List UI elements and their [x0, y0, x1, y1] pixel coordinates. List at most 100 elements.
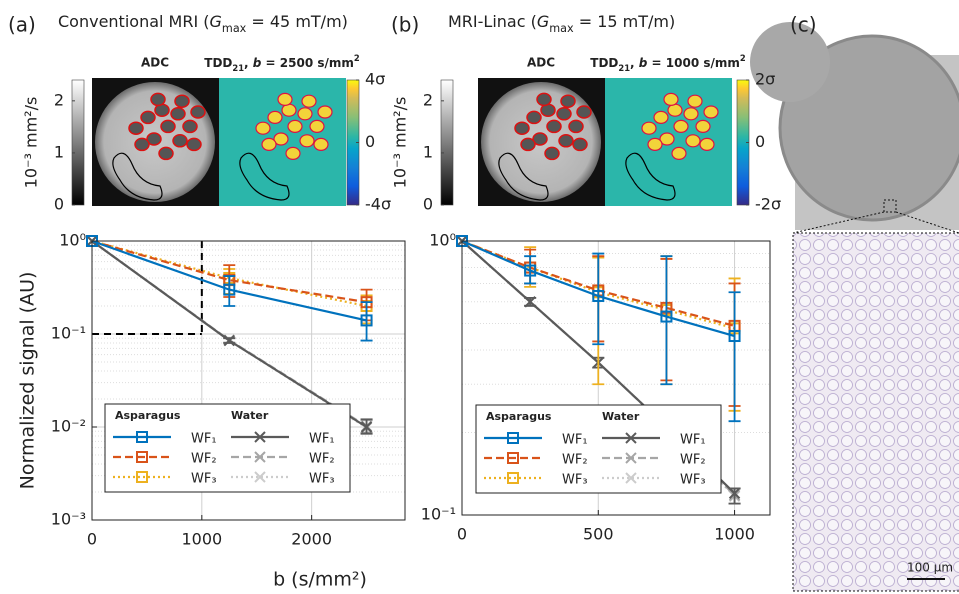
- legend-label: WF₂: [680, 453, 706, 468]
- stem-section: [750, 22, 830, 102]
- title-run: Conventional MRI (: [58, 12, 210, 31]
- error-bar: [728, 291, 741, 423]
- legend-marker: [136, 451, 148, 463]
- image-title-run: = 2500 s/mm: [261, 56, 354, 70]
- adc-region: [190, 105, 206, 119]
- legend: Asparagus Water WF₁ WF₂ WF₃ WF₁ WF₂ WF₃: [104, 403, 351, 493]
- tdd-region: [663, 92, 679, 107]
- colorbar-label: 10⁻³ mm²/s: [391, 97, 410, 189]
- legend: Asparagus Water WF₁ WF₂ WF₃ WF₁ WF₂ WF₃: [475, 404, 722, 494]
- colorbar-tick-label: 2: [423, 90, 433, 109]
- error-bar: [660, 255, 673, 386]
- tdd-region: [667, 103, 683, 117]
- legend-label: WF₂: [191, 452, 217, 467]
- image-title: TDD21, b = 1000 s/mm2: [590, 53, 746, 73]
- adc-region: [572, 137, 588, 152]
- adc-region: [558, 134, 574, 148]
- legend-label: WF₁: [191, 432, 217, 447]
- legend-box: [475, 404, 722, 494]
- legend-marker: [507, 472, 519, 484]
- legend-group-title: Asparagus: [486, 410, 552, 423]
- water-roi: [239, 152, 290, 201]
- marker: [223, 334, 235, 347]
- plot-frame: [91, 240, 406, 521]
- tdd-region: [313, 137, 329, 151]
- stem-section: [778, 34, 959, 222]
- adc-region: [160, 119, 176, 134]
- image-title-run: 2: [354, 53, 360, 63]
- image-title-run: 21: [618, 63, 630, 73]
- colorbar-tick-label: 0: [54, 195, 64, 214]
- colorbar-tick-label: 0: [755, 132, 765, 151]
- legend-box: [104, 403, 351, 493]
- legend-marker: [625, 432, 637, 444]
- marker: [592, 289, 605, 302]
- adc-region: [526, 110, 542, 125]
- adc-region: [182, 119, 198, 134]
- title-run: = 15 mT/m): [574, 12, 676, 31]
- legend-label: WF₃: [309, 472, 335, 487]
- colorbar: [71, 79, 85, 206]
- marker: [223, 283, 236, 296]
- adc-region: [556, 107, 572, 121]
- legend-marker: [507, 432, 519, 444]
- adc-region: [520, 137, 536, 152]
- legend-group-title: Water: [231, 409, 269, 422]
- tdd-region: [317, 105, 333, 119]
- y-tick-label: 10⁻¹: [421, 505, 456, 524]
- legend-label: WF₃: [562, 473, 588, 488]
- colorbar-label: 10⁻³ mm²/s: [22, 97, 41, 189]
- adc-region: [532, 132, 548, 146]
- error-bar: [360, 301, 373, 342]
- panel-label: (c): [790, 13, 817, 37]
- colorbar-tick-label: 1: [423, 142, 433, 161]
- colorbar-tick-label: 1: [54, 142, 64, 161]
- error-bar: [592, 252, 605, 346]
- tdd-region: [309, 119, 325, 134]
- image-title-run: = 1000 s/mm: [647, 56, 740, 70]
- x-tick-label: 1000: [181, 530, 222, 549]
- x-axis-label: b (s/mm²): [273, 569, 367, 591]
- title-run: G: [537, 12, 549, 31]
- adc-region: [576, 105, 592, 119]
- title-run: G: [210, 12, 222, 31]
- title-run: max: [222, 22, 247, 35]
- title-run: max: [549, 22, 574, 35]
- adc-region: [170, 107, 186, 121]
- adc-region: [134, 137, 150, 152]
- adc-region: [186, 137, 202, 152]
- adc-region: [158, 146, 174, 161]
- tdd-region: [659, 132, 675, 146]
- x-tick-label: 500: [583, 525, 614, 544]
- tdd-region: [683, 107, 699, 121]
- marker: [728, 487, 741, 500]
- tdd-region: [287, 119, 303, 134]
- legend-marker: [625, 452, 637, 464]
- marker: [360, 314, 373, 327]
- tdd-region: [671, 146, 687, 160]
- legend-group-title: Asparagus: [115, 409, 181, 422]
- title-run: = 45 mT/m): [246, 12, 348, 31]
- legend-marker: [625, 472, 637, 484]
- tdd-region: [647, 137, 663, 151]
- tdd-region: [255, 121, 271, 135]
- legend-marker: [507, 452, 519, 464]
- image-title: ADC: [141, 56, 169, 70]
- colorbar-tick-label: 4σ: [365, 70, 385, 89]
- x-tick-label: 0: [87, 530, 97, 549]
- tdd-region: [685, 134, 701, 148]
- adc-region: [150, 92, 166, 107]
- water-roi: [112, 152, 163, 201]
- x-tick-label: 0: [457, 525, 467, 544]
- image-title-run: 21: [232, 63, 244, 73]
- plot-frame: [461, 240, 771, 516]
- tdd-region: [653, 110, 669, 125]
- marker: [360, 421, 373, 433]
- micrograph: [792, 232, 959, 592]
- image-title-run: 2: [740, 53, 746, 63]
- image-title: ADC: [527, 56, 555, 70]
- zoom-box: [883, 199, 897, 213]
- tdd-region: [273, 132, 289, 146]
